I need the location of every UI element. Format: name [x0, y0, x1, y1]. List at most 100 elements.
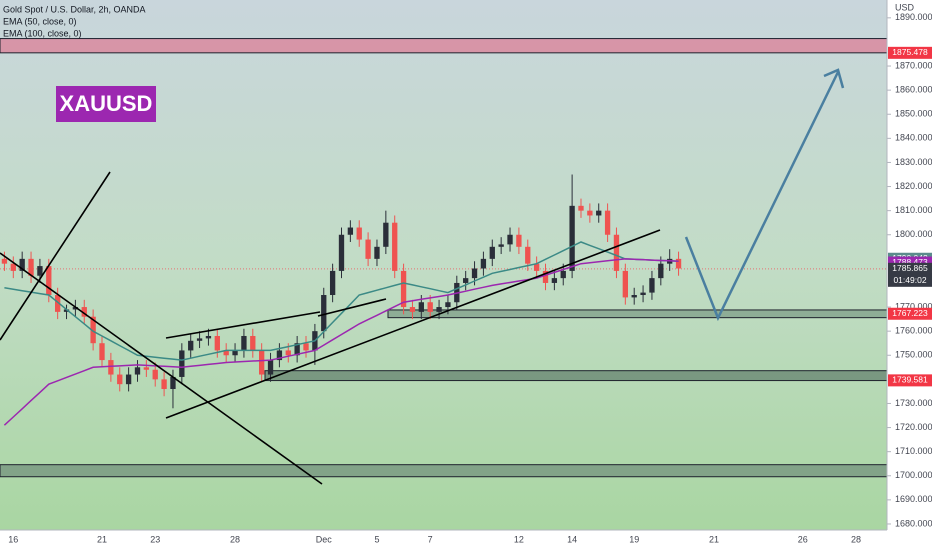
y-tick-label: 1680.000: [895, 518, 932, 528]
candle-body: [28, 258, 34, 276]
candle-body: [143, 367, 150, 370]
candle-body: [649, 278, 655, 293]
candle-body: [587, 210, 593, 216]
plot-background: [0, 0, 887, 530]
projection-arrow: [684, 71, 840, 322]
axis: 1680.000 1690.000 1700.000 1710.000 1720.000…: [8, 12, 932, 544]
candle-body: [72, 307, 79, 310]
candle-body: [1, 258, 8, 264]
price-label-box: [888, 307, 932, 320]
trend-line: [0, 252, 323, 485]
candle-body: [471, 268, 478, 279]
x-tick-label: 21: [97, 534, 107, 544]
y-tick-label: 1720.000: [895, 422, 932, 432]
candle-body: [267, 360, 274, 375]
candle-body: [10, 263, 16, 271]
x-tick-label: 23: [150, 534, 160, 544]
candle-body: [303, 343, 309, 351]
candle-body: [480, 258, 487, 269]
candle-body: [658, 263, 664, 279]
arrow-head: [823, 68, 845, 89]
candle-body: [365, 239, 371, 259]
price-label: 1788.473: [892, 257, 928, 267]
candle-body: [463, 278, 469, 283]
candle-body: [533, 263, 540, 271]
candle-body: [285, 350, 291, 356]
candle-body: [117, 374, 123, 385]
candle-body: [569, 205, 575, 271]
candle-body: [19, 258, 25, 271]
candle-body: [427, 302, 433, 312]
y-tick-label: 1890.000: [895, 12, 932, 22]
candle-body: [63, 309, 70, 312]
y-tick-label: 1830.000: [895, 157, 932, 167]
x-tick-label: 28: [851, 534, 861, 544]
candle-body: [418, 302, 424, 312]
candle-body: [436, 307, 442, 312]
currency-label: USD: [895, 2, 915, 12]
trend-line: [165, 311, 321, 339]
price-label-box: [888, 46, 932, 59]
price-label: 1875.478: [892, 47, 928, 57]
candle-body: [409, 307, 416, 312]
price-zone: [264, 370, 888, 382]
candle-body: [259, 350, 265, 375]
y-tick-label: 1840.000: [895, 133, 932, 143]
candle-body: [347, 227, 354, 235]
candle-body: [179, 350, 185, 377]
candle-body: [108, 360, 114, 375]
candle-body: [631, 295, 637, 298]
x-tick-label: 12: [514, 534, 524, 544]
price-label-box: [888, 262, 932, 287]
candle-body: [338, 234, 345, 271]
price-label: 1767.223: [892, 308, 928, 318]
y-tick-label: 1810.000: [895, 205, 932, 215]
countdown: 01:49:02: [893, 275, 926, 285]
price-zone: [0, 464, 888, 478]
candle-body: [374, 246, 380, 259]
candle-body: [675, 258, 682, 269]
candle-body: [99, 343, 105, 361]
price-label-box: [888, 374, 932, 387]
y-tick-label: 1870.000: [895, 60, 932, 70]
candle-body: [400, 270, 407, 308]
chart-title: Gold Spot / U.S. Dollar, 2h, OANDA: [3, 4, 146, 14]
price-label: 1739.581: [892, 375, 928, 385]
y-tick-label: 1860.000: [895, 85, 932, 95]
price-label: 1785.865: [892, 263, 928, 273]
price-zone: [387, 309, 888, 319]
candle-body: [525, 246, 531, 264]
y-tick-label: 1730.000: [895, 398, 932, 408]
candle-body: [383, 222, 389, 247]
drawings: [0, 68, 845, 485]
candle-body: [640, 292, 646, 296]
candle-body: [241, 335, 247, 351]
time-axis: [0, 530, 887, 550]
candle-body: [152, 369, 158, 380]
y-tick-label: 1770.000: [895, 301, 932, 311]
x-tick-label: 7: [428, 534, 433, 544]
candle-body: [356, 227, 362, 240]
y-tick-label: 1750.000: [895, 350, 932, 360]
candle-body: [294, 343, 300, 356]
candle-body: [560, 270, 566, 279]
ema-line: [4, 241, 679, 361]
trend-line: [165, 229, 661, 419]
x-tick-label: 26: [798, 534, 808, 544]
candle-body: [37, 266, 43, 276]
x-tick-label: 21: [709, 534, 719, 544]
candle-body: [276, 350, 283, 361]
candle-body: [134, 367, 141, 375]
candle-body: [170, 376, 176, 390]
x-tick-label: 5: [374, 534, 379, 544]
candle-body: [196, 338, 203, 341]
candle-body: [205, 335, 212, 339]
symbol-label: XAUUSD: [60, 91, 153, 116]
candle-body: [392, 222, 398, 271]
candle-body: [329, 270, 336, 296]
x-tick-label: 16: [8, 534, 18, 544]
y-tick-label: 1800.000: [895, 229, 932, 239]
candle-body: [214, 335, 220, 351]
